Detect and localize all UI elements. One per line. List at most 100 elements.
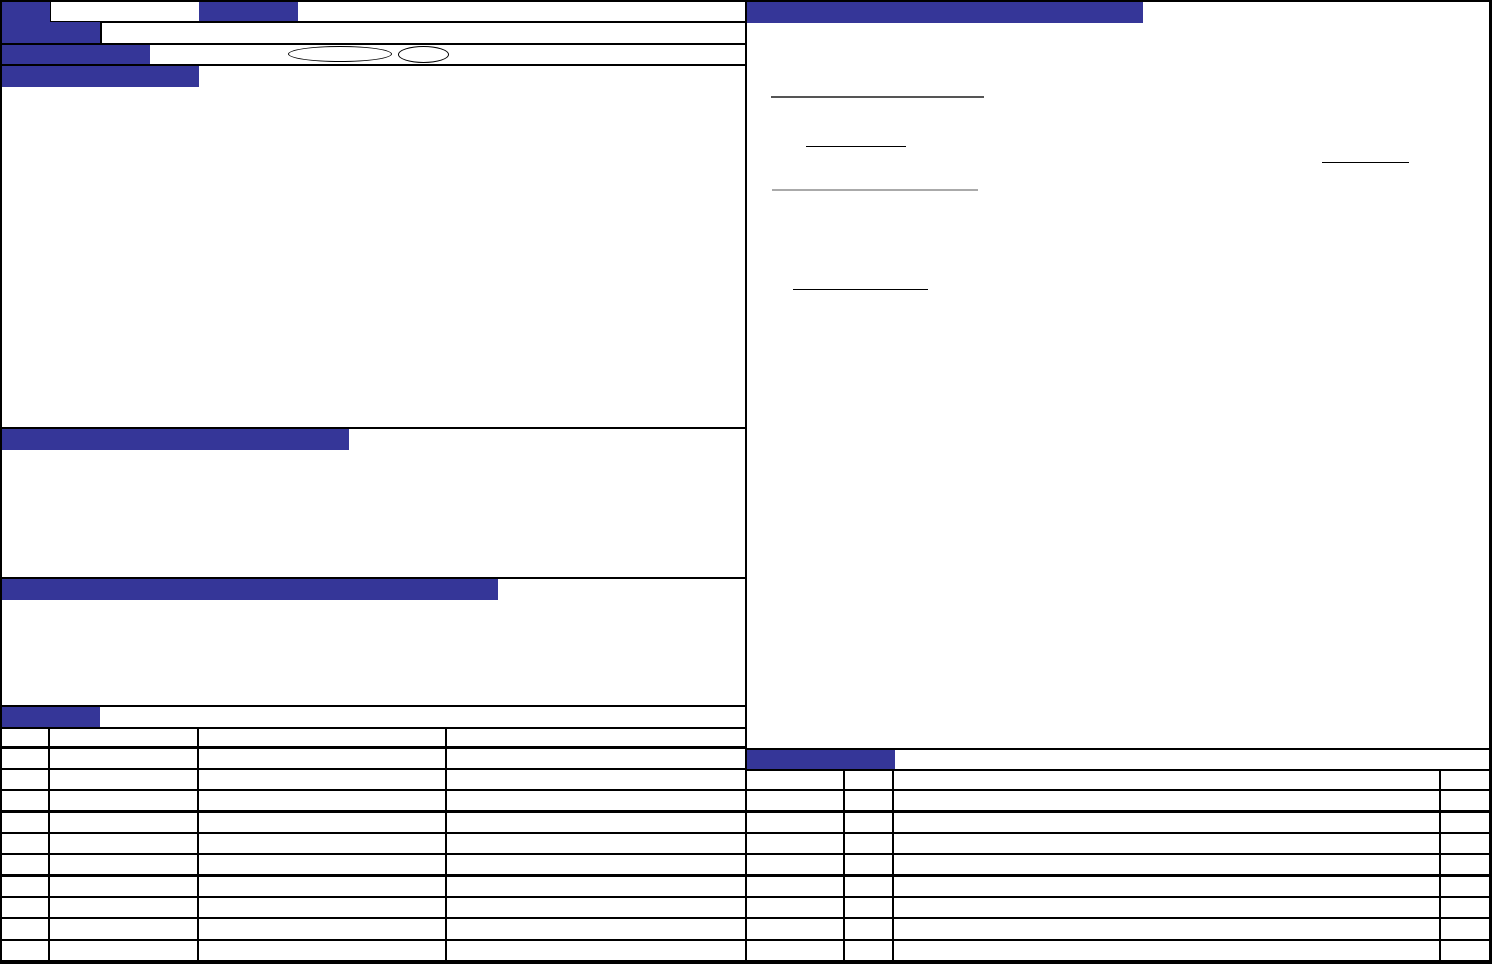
left-table-cell[interactable] xyxy=(447,791,747,813)
right-table-cell[interactable] xyxy=(845,941,894,962)
right-table-cell[interactable] xyxy=(894,898,1441,919)
left-table-cell[interactable] xyxy=(2,877,50,898)
left-table-cell[interactable] xyxy=(2,791,50,813)
section-2-body[interactable] xyxy=(2,450,746,577)
right-table-cell[interactable] xyxy=(747,770,845,791)
right-table-cell[interactable] xyxy=(894,791,1441,813)
right-table-cell[interactable] xyxy=(747,834,845,855)
right-table-cell[interactable] xyxy=(845,898,894,919)
option-oval-small[interactable] xyxy=(398,46,449,63)
header-label-4 xyxy=(2,45,150,64)
left-table-cell[interactable] xyxy=(199,941,447,962)
left-table-cell[interactable] xyxy=(447,834,747,855)
section-3-title xyxy=(2,579,498,600)
right-table-cell[interactable] xyxy=(894,834,1441,855)
right-table-cell[interactable] xyxy=(747,877,845,898)
left-table-cell[interactable] xyxy=(199,834,447,855)
right-table-cell[interactable] xyxy=(894,770,1441,791)
left-table-cell[interactable] xyxy=(199,919,447,941)
scrollbar[interactable] xyxy=(1489,0,1492,964)
left-table-cell[interactable] xyxy=(2,898,50,919)
right-table-cell[interactable] xyxy=(894,919,1441,941)
left-table-cell[interactable] xyxy=(2,728,50,749)
left-table-cell[interactable] xyxy=(50,834,199,855)
left-table-cell[interactable] xyxy=(447,855,747,877)
left-table-cell[interactable] xyxy=(50,770,199,791)
right-table-cell[interactable] xyxy=(1441,813,1491,834)
left-table-cell[interactable] xyxy=(50,941,199,962)
signature-line-4[interactable] xyxy=(793,289,928,290)
left-table-cell[interactable] xyxy=(2,855,50,877)
left-table-cell[interactable] xyxy=(199,877,447,898)
left-table-cell[interactable] xyxy=(447,898,747,919)
left-table-cell[interactable] xyxy=(2,770,50,791)
right-table-cell[interactable] xyxy=(1441,791,1491,813)
left-table-cell[interactable] xyxy=(447,919,747,941)
left-table-cell[interactable] xyxy=(199,749,447,770)
right-table-cell[interactable] xyxy=(1441,855,1491,877)
left-table-cell[interactable] xyxy=(199,770,447,791)
left-table-cell[interactable] xyxy=(50,855,199,877)
section-1-body[interactable] xyxy=(2,87,746,427)
right-table-cell[interactable] xyxy=(845,919,894,941)
right-section-body[interactable] xyxy=(747,23,1489,748)
left-table-cell[interactable] xyxy=(50,898,199,919)
date-line[interactable] xyxy=(1322,162,1409,163)
right-table-cell[interactable] xyxy=(845,855,894,877)
header-field-1[interactable] xyxy=(50,2,199,22)
right-table-cell[interactable] xyxy=(747,813,845,834)
section-3-body[interactable] xyxy=(2,600,746,705)
left-table-cell[interactable] xyxy=(2,834,50,855)
right-table-cell[interactable] xyxy=(894,855,1441,877)
option-oval-large[interactable] xyxy=(288,46,392,62)
right-table-cell[interactable] xyxy=(1441,898,1491,919)
right-table-cell[interactable] xyxy=(1441,770,1491,791)
header-label-3 xyxy=(2,22,100,44)
left-table-cell[interactable] xyxy=(50,877,199,898)
right-table-cell[interactable] xyxy=(747,919,845,941)
left-table-cell[interactable] xyxy=(50,919,199,941)
right-table-cell[interactable] xyxy=(1441,919,1491,941)
left-table-cell[interactable] xyxy=(447,749,747,770)
left-table-cell[interactable] xyxy=(447,728,747,749)
left-table-cell[interactable] xyxy=(199,791,447,813)
left-table-cell[interactable] xyxy=(2,813,50,834)
left-table-title xyxy=(2,707,100,727)
header-field-2[interactable] xyxy=(298,2,746,22)
signature-line-1[interactable] xyxy=(771,96,984,98)
right-table-cell[interactable] xyxy=(747,791,845,813)
right-table-cell[interactable] xyxy=(747,941,845,962)
signature-line-2[interactable] xyxy=(806,146,906,147)
right-table-cell[interactable] xyxy=(845,813,894,834)
left-table-cell[interactable] xyxy=(199,813,447,834)
left-table-cell[interactable] xyxy=(447,770,747,791)
left-table-cell[interactable] xyxy=(50,813,199,834)
right-table-cell[interactable] xyxy=(747,855,845,877)
right-table-cell[interactable] xyxy=(747,898,845,919)
left-table-cell[interactable] xyxy=(199,898,447,919)
right-table-cell[interactable] xyxy=(1441,877,1491,898)
right-table-cell[interactable] xyxy=(1441,834,1491,855)
left-table-cell[interactable] xyxy=(50,749,199,770)
right-table-cell[interactable] xyxy=(845,877,894,898)
right-table-cell[interactable] xyxy=(894,877,1441,898)
signature-line-3[interactable] xyxy=(772,189,978,191)
right-table-cell[interactable] xyxy=(894,941,1441,962)
left-table-cell[interactable] xyxy=(2,749,50,770)
right-table-cell[interactable] xyxy=(845,770,894,791)
header-field-3[interactable] xyxy=(100,23,746,43)
right-table-cell[interactable] xyxy=(845,834,894,855)
right-table-cell[interactable] xyxy=(894,813,1441,834)
right-table-cell[interactable] xyxy=(845,791,894,813)
left-table-cell[interactable] xyxy=(447,813,747,834)
left-table-cell[interactable] xyxy=(50,728,199,749)
left-table-cell[interactable] xyxy=(199,855,447,877)
left-table-cell[interactable] xyxy=(447,877,747,898)
left-table-cell[interactable] xyxy=(447,941,747,962)
left-table-cell[interactable] xyxy=(50,791,199,813)
right-table-cell[interactable] xyxy=(1441,941,1491,962)
left-table-cell[interactable] xyxy=(2,919,50,941)
left-table-cell[interactable] xyxy=(2,941,50,962)
right-table-title xyxy=(747,750,895,770)
left-table-cell[interactable] xyxy=(199,728,447,749)
